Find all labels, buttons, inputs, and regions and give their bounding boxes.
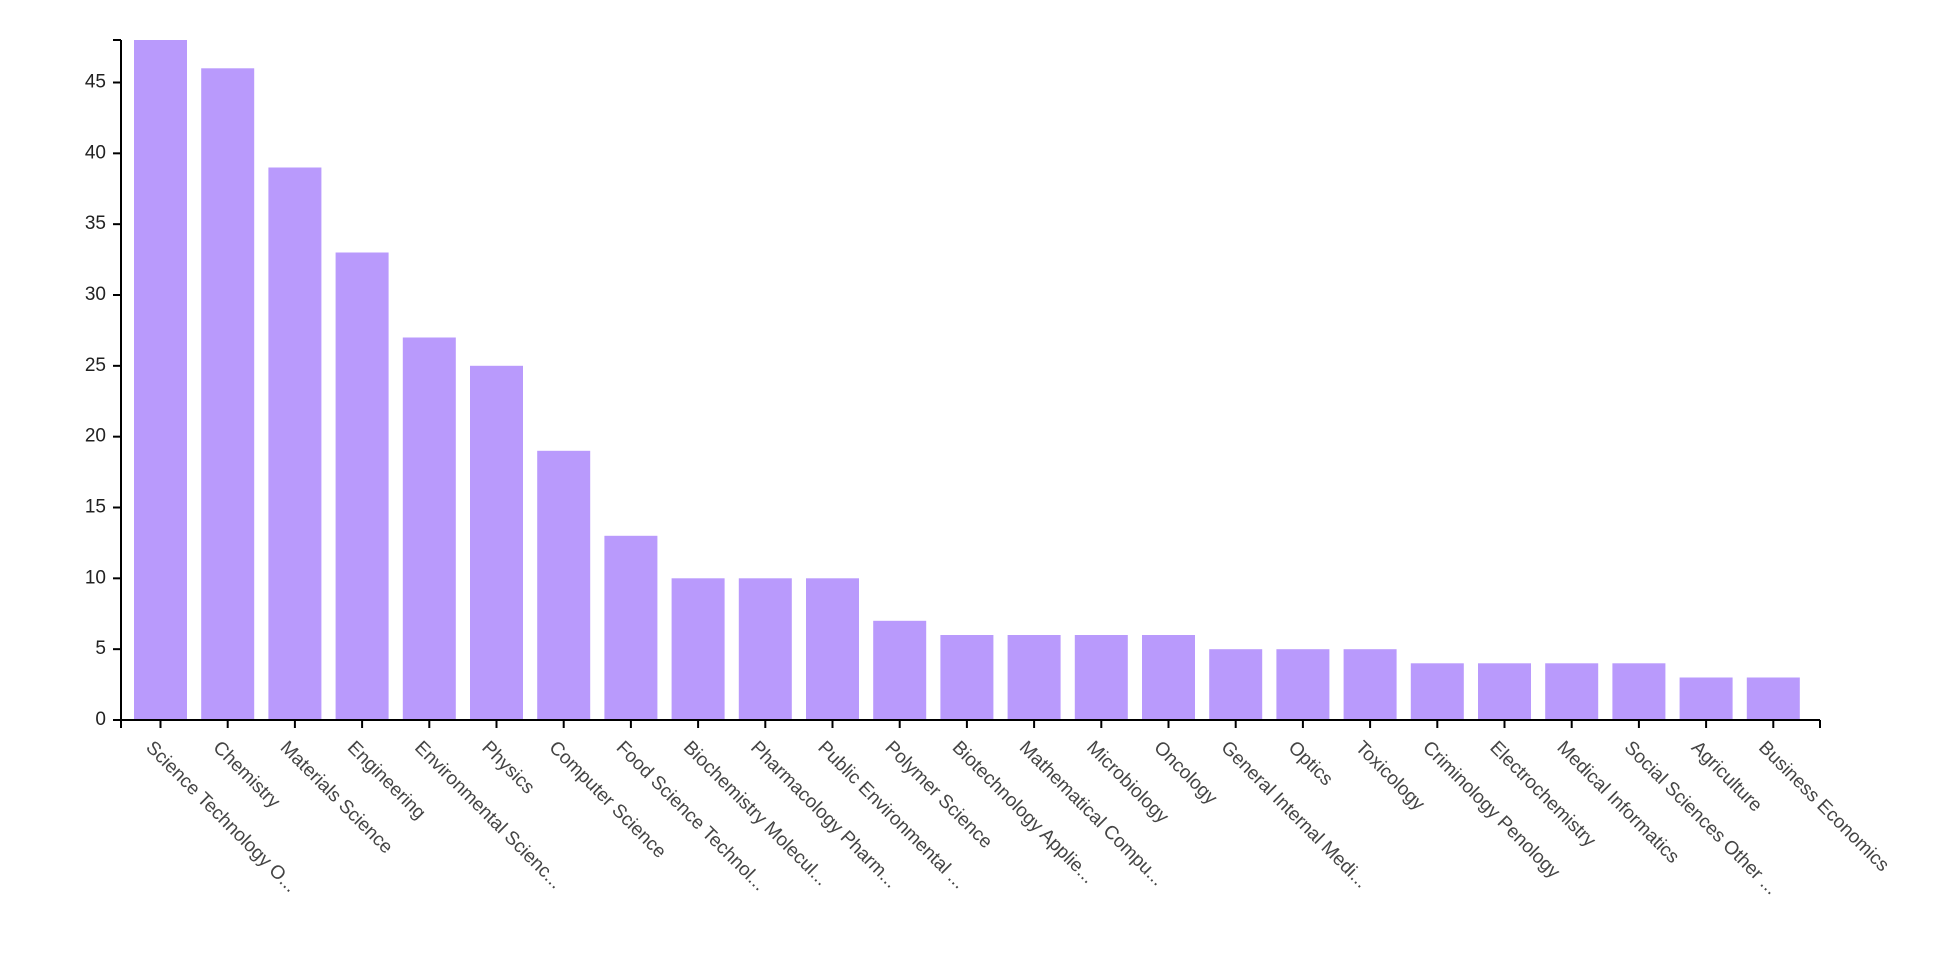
bar [1142,635,1195,720]
x-tick-label: Optics [1284,737,1337,790]
y-tick-label: 15 [85,497,106,518]
y-tick-label: 5 [95,638,106,659]
x-tick-label: Criminology Penology [1418,737,1564,883]
bar [1612,663,1666,720]
x-tick-label: Computer Science [545,737,670,862]
bar [1746,677,1800,720]
bar [873,620,927,720]
bar [470,365,523,720]
bar [1545,663,1599,720]
x-tick-label: Materials Science [276,737,397,858]
x-tick-label: Business Economics [1754,737,1893,876]
bar [402,337,456,720]
bars-layer [134,40,1800,721]
x-axis: Science Technology O...ChemistryMaterial… [120,719,1893,899]
y-tick-label: 30 [85,284,106,305]
bar [335,252,389,720]
y-tick-label: 45 [85,72,106,93]
y-tick-label: 20 [85,426,106,447]
bar [1478,663,1531,720]
bar [1679,677,1733,720]
x-tick-label: Physics [477,737,538,798]
bar [604,535,658,720]
bar [1209,649,1263,720]
bar [1007,635,1061,720]
bar [537,450,591,720]
x-tick-label: Medical Informatics [1553,737,1684,868]
y-tick-label: 40 [85,142,106,163]
bar [671,578,725,720]
bar [940,635,994,720]
y-tick-label: 35 [85,213,106,234]
bar [1343,649,1397,720]
bar [1276,649,1330,720]
bar [1074,635,1128,720]
x-tick-label: Oncology [1149,737,1221,809]
bar [806,578,859,720]
y-tick-label: 10 [85,567,106,588]
bar [1410,663,1464,720]
y-axis: 0 5 10 15 20 25 30 35 40 45 [85,39,122,730]
bar [134,40,187,720]
x-tick-label: Toxicology [1351,737,1429,815]
bar [738,578,792,720]
bar [268,167,322,720]
y-tick-label: 25 [85,355,106,376]
y-tick-label: 0 [95,709,106,730]
bar [201,68,255,721]
